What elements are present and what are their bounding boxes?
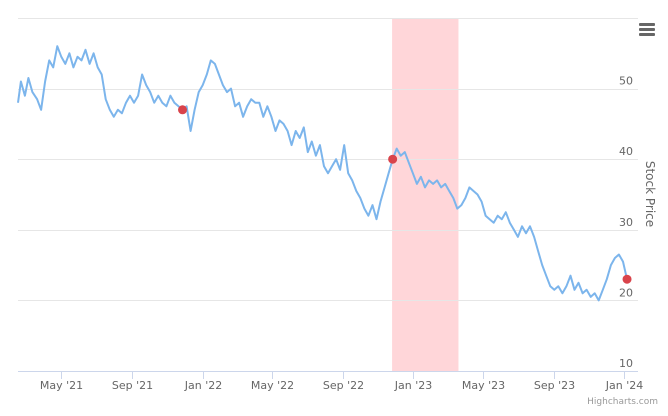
hamburger-menu-icon[interactable] — [636, 19, 658, 39]
plot-bands — [392, 18, 459, 371]
shaded-band — [392, 18, 459, 371]
y-tick-label: 50 — [619, 75, 633, 88]
y-tick-label: 20 — [619, 286, 633, 299]
data-marker[interactable] — [388, 154, 398, 164]
x-tick-label: Sep '22 — [323, 379, 364, 392]
y-tick-label: 30 — [619, 216, 633, 229]
x-tick-label: Jan '23 — [394, 379, 432, 392]
x-tick-label: Jan '22 — [184, 379, 222, 392]
x-tick-label: May '21 — [40, 379, 83, 392]
x-tick-label: Sep '23 — [534, 379, 575, 392]
y-tick-label: 40 — [619, 145, 633, 158]
y-tick-label: 10 — [619, 357, 633, 370]
y-axis: 10 20 30 40 50 — [619, 75, 633, 370]
y-axis-title: Stock Price — [643, 161, 657, 227]
x-tick-label: Sep '21 — [112, 379, 153, 392]
markers-group — [178, 105, 632, 284]
data-marker[interactable] — [622, 274, 632, 284]
x-tick-label: May '23 — [462, 379, 505, 392]
grid-lines — [18, 18, 638, 372]
series-group — [17, 45, 628, 302]
x-tick-label: Jan '24 — [605, 379, 643, 392]
x-tick-label: May '22 — [251, 379, 294, 392]
x-axis: May '21 Sep '21 Jan '22 May '22 Sep '22 Jan '… — [18, 371, 643, 392]
series-line — [17, 45, 628, 302]
credits-link[interactable]: Highcharts.com — [587, 397, 658, 407]
data-marker[interactable] — [178, 105, 188, 115]
